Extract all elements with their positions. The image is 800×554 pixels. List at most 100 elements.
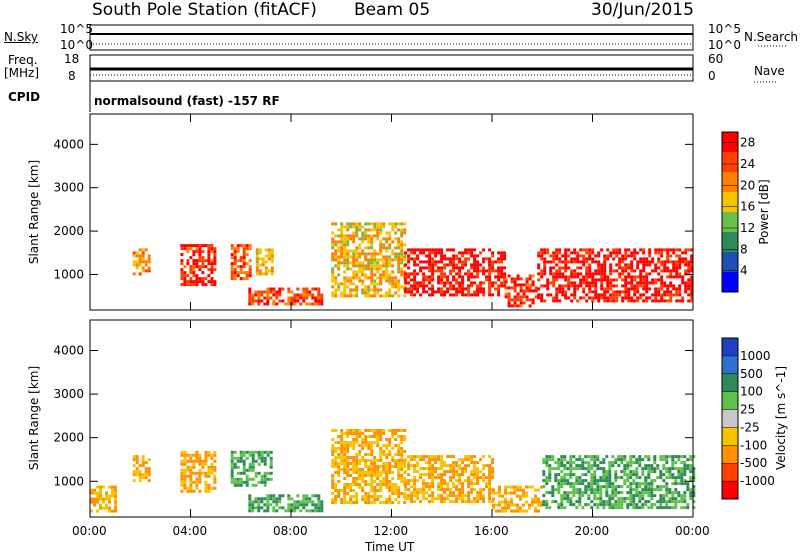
echo-cell	[180, 253, 184, 257]
echo-cell	[287, 509, 291, 513]
echo-cell	[683, 455, 687, 459]
echo-cell	[494, 260, 498, 264]
echo-cell	[337, 435, 341, 438]
echo-cell	[540, 251, 544, 255]
echo-cell	[615, 290, 619, 294]
echo-cell	[605, 479, 609, 483]
echo-cell	[558, 248, 562, 252]
echo-cell	[201, 283, 205, 287]
echo-cell	[615, 299, 619, 303]
echo-cell	[534, 494, 537, 498]
echo-cell	[689, 464, 693, 468]
echo-cell	[189, 244, 193, 248]
echo-cell	[370, 450, 374, 453]
echo-cell	[540, 485, 543, 489]
echo-cell	[516, 298, 520, 302]
echo-cell	[379, 459, 383, 462]
echo-cell	[278, 497, 282, 501]
echo-cell	[534, 286, 538, 290]
echo-cell	[513, 488, 516, 492]
echo-cell	[388, 222, 392, 226]
echo-cell	[382, 432, 386, 435]
echo-cell	[364, 231, 368, 235]
echo-cell	[385, 462, 389, 465]
echo-cell	[680, 482, 684, 486]
echo-cell	[684, 272, 688, 276]
echo-cell	[254, 471, 258, 475]
echo-cell	[260, 290, 264, 294]
echo-cell	[687, 248, 691, 252]
echo-cell	[428, 461, 432, 465]
echo-cell	[419, 266, 423, 270]
echo-cell	[431, 464, 435, 468]
echo-cell	[590, 464, 594, 468]
echo-cell	[180, 480, 184, 484]
echo-cell	[437, 248, 441, 252]
echo-cell	[410, 248, 414, 252]
colorbar-segment	[722, 192, 738, 212]
echo-cell	[404, 287, 408, 291]
echo-cell	[337, 234, 341, 238]
echo-cell	[207, 259, 211, 263]
echo-cell	[513, 485, 516, 489]
echo-cell	[428, 485, 432, 489]
echo-cell	[488, 269, 492, 273]
echo-cell	[260, 474, 264, 478]
echo-cell	[522, 494, 525, 498]
echo-cell	[355, 465, 359, 468]
echo-cell	[564, 254, 568, 258]
echo-cell	[621, 254, 625, 258]
echo-cell	[617, 497, 621, 501]
echo-cell	[340, 444, 344, 447]
echo-cell	[638, 461, 642, 465]
echo-cell	[510, 503, 513, 507]
echo-cell	[497, 272, 501, 276]
echo-cell	[603, 272, 607, 276]
echo-cell	[467, 479, 471, 483]
echo-cell	[588, 287, 592, 291]
echo-cell	[558, 269, 562, 273]
echo-cell	[355, 291, 359, 295]
echo-cell	[343, 498, 347, 501]
echo-cell	[192, 265, 196, 269]
echo-cell	[639, 269, 643, 273]
echo-cell	[692, 479, 696, 483]
echo-cell	[340, 453, 344, 456]
echo-cell	[337, 492, 341, 495]
echo-cell	[575, 458, 579, 462]
echo-cell	[614, 506, 618, 510]
echo-cell	[497, 260, 501, 264]
echo-cell	[416, 281, 420, 285]
echo-cell	[671, 506, 675, 510]
echo-cell	[617, 503, 621, 507]
echo-cell	[689, 491, 693, 495]
echo-cell	[105, 506, 108, 510]
echo-cell	[482, 464, 486, 468]
echo-cell	[382, 255, 386, 259]
echo-cell	[573, 248, 577, 252]
echo-cell	[599, 494, 603, 498]
echo-cell	[569, 482, 573, 486]
echo-cell	[656, 464, 660, 468]
echo-cell	[476, 269, 480, 273]
echo-cell	[346, 255, 350, 259]
echo-cell	[308, 509, 312, 513]
echo-cell	[431, 266, 435, 270]
echo-cell	[615, 251, 619, 255]
echo-cell	[367, 474, 371, 477]
echo-cell	[624, 257, 628, 261]
echo-cell	[204, 244, 208, 248]
echo-cell	[340, 432, 344, 435]
echo-cell	[602, 473, 606, 477]
echo-cell	[644, 482, 648, 486]
echo-cell	[343, 294, 347, 298]
echo-cell	[609, 296, 613, 300]
echo-cell	[657, 257, 661, 261]
echo-cell	[678, 290, 682, 294]
colorbar-tick-label: 28	[740, 136, 755, 150]
echo-cell	[358, 267, 362, 271]
echo-cell	[564, 296, 568, 300]
echo-cell	[385, 480, 389, 483]
echo-cell	[266, 450, 270, 454]
echo-cell	[491, 266, 495, 270]
